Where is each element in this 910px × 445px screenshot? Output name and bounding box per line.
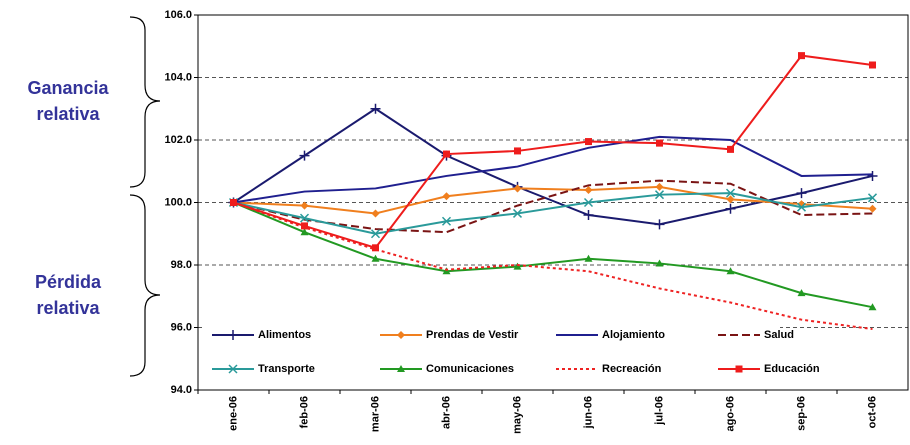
point-marker [371,209,380,218]
legend-label: Salud [764,329,794,341]
point-marker [725,203,736,214]
legend-label: Alimentos [258,329,311,341]
point-marker [867,193,878,203]
series-line [233,192,873,235]
point-marker [441,216,452,226]
point-marker [513,262,522,270]
legend-bg [205,318,780,384]
x-tick-label: jul-06 [653,396,665,426]
y-tick-label: 94.0 [171,384,192,396]
annotation: Ganancia [27,78,109,98]
legend-label: Alojamiento [602,329,665,341]
point-marker [797,289,806,297]
point-marker [300,228,309,236]
annotation: relativa [36,298,100,318]
x-tick-label: ago-06 [724,396,736,431]
x-tick-label: jun-06 [582,396,594,429]
point-marker [585,138,592,146]
point-marker [300,201,309,210]
y-tick-label: 100.0 [164,196,192,208]
point-marker [654,190,665,200]
y-tick-label: 102.0 [164,134,192,146]
point-marker [796,188,807,199]
point-marker [443,150,450,158]
point-marker [868,204,877,213]
legend-marker [735,365,743,373]
point-marker [299,213,310,223]
point-marker [584,254,593,262]
point-marker [726,267,735,275]
brace [129,194,161,377]
legend-label: Comunicaciones [426,363,514,375]
legend-label: Prendas de Vestir [426,329,519,341]
point-marker [798,52,805,60]
point-marker [796,202,807,212]
y-tick-label: 106.0 [164,9,192,21]
y-tick-label: 98.0 [171,259,192,271]
legend-marker [228,330,238,340]
x-tick-label: sep-06 [795,396,807,431]
x-tick-label: feb-06 [298,396,310,428]
point-marker [584,186,593,194]
point-marker [512,208,523,218]
point-marker [513,184,522,193]
series-line [233,201,873,309]
point-marker [868,303,877,311]
point-marker [442,267,451,275]
x-tick-label: oct-06 [866,396,878,428]
point-marker [230,199,237,206]
x-tick-label: abr-06 [440,396,452,429]
point-marker [654,219,665,230]
point-marker [869,61,876,69]
x-tick-label: may-06 [511,396,523,434]
legend-marker [397,331,405,339]
point-marker [583,197,594,208]
point-marker [371,254,380,262]
point-marker [727,145,734,153]
point-marker [656,139,663,147]
point-marker [726,195,735,204]
y-tick-label: 104.0 [164,71,192,83]
annotation: relativa [36,104,100,124]
annotation: Pérdida [35,272,102,292]
series-line [233,185,873,215]
point-marker [655,182,664,191]
point-marker [442,192,451,201]
point-marker [370,103,381,114]
point-marker [655,259,664,267]
legend-label: Recreación [602,363,662,375]
point-marker [370,229,381,239]
point-marker [301,222,308,230]
legend-label: Educación [764,363,820,375]
point-marker [372,244,379,252]
series-line [233,54,873,249]
point-marker [514,147,521,155]
x-tick-label: mar-06 [369,396,381,432]
series-line [233,135,873,204]
series-line [233,201,873,331]
brace [129,16,161,188]
legend-marker [228,364,238,374]
point-marker [299,150,310,161]
legend-label: Transporte [258,363,315,375]
point-marker [583,210,594,220]
point-marker [725,188,736,198]
legend-marker [397,365,405,372]
point-marker [867,170,878,181]
x-tick-label: ene-06 [227,396,239,431]
y-tick-label: 96.0 [171,321,192,333]
